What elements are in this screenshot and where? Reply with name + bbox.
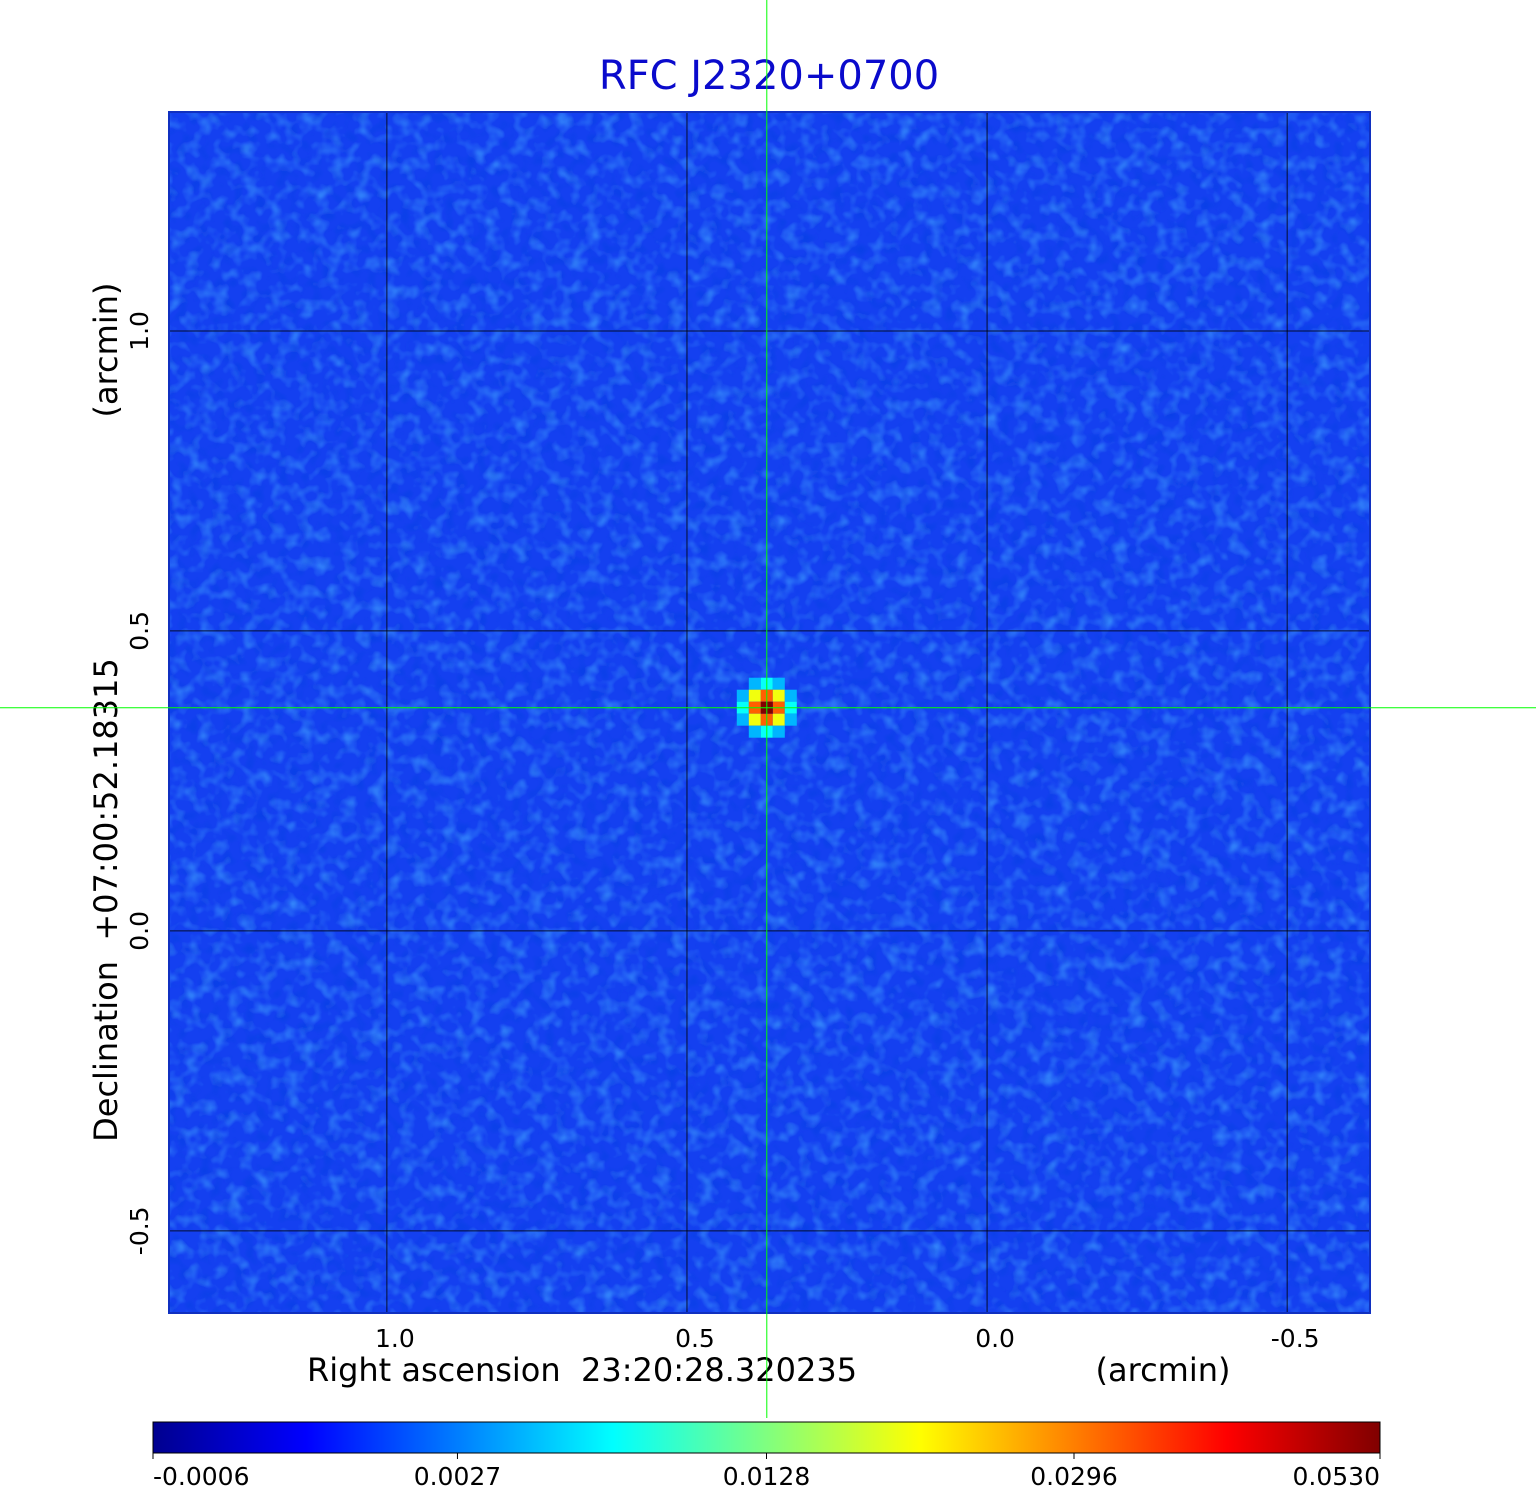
source-halo: [772, 677, 785, 690]
source-halo: [772, 713, 785, 726]
colorbar-tick-label: 0.0296: [1030, 1462, 1117, 1491]
colorbar-tick-label: 0.0530: [1293, 1462, 1380, 1491]
source-halo: [748, 689, 761, 702]
source-halo: [748, 725, 761, 738]
y-axis-unit: (arcmin): [87, 283, 125, 418]
source-halo: [748, 677, 761, 690]
source-halo: [772, 725, 785, 738]
source-halo: [784, 689, 797, 702]
x-tick-label: 1.0: [375, 1324, 415, 1353]
y-tick-label: 1.0: [125, 311, 154, 351]
x-axis-unit: (arcmin): [1096, 1351, 1231, 1389]
y-tick-label: 0.5: [125, 611, 154, 651]
colorbar-tick-label: 0.0027: [414, 1462, 501, 1491]
source-halo: [784, 713, 797, 726]
x-axis-label: Right ascension 23:20:28.320235: [307, 1351, 857, 1389]
plot-frame: [168, 111, 1371, 1314]
source-halo: [736, 689, 749, 702]
y-tick-label: 0.0: [125, 911, 154, 951]
y-axis-label: Declination +07:00:52.18315: [87, 658, 125, 1142]
source-halo: [736, 713, 749, 726]
colorbar-tick-label: 0.0128: [723, 1462, 810, 1491]
colorbar: [152, 1421, 1381, 1454]
source-halo: [748, 713, 761, 726]
colorbar-tick-label: -0.0006: [153, 1462, 250, 1491]
x-tick-label: -0.5: [1271, 1324, 1320, 1353]
chart-title: RFC J2320+0700: [599, 53, 939, 99]
source-halo: [772, 689, 785, 702]
x-tick-label: 0.5: [675, 1324, 715, 1353]
x-tick-label: 0.0: [975, 1324, 1015, 1353]
y-tick-label: -0.5: [125, 1206, 154, 1255]
